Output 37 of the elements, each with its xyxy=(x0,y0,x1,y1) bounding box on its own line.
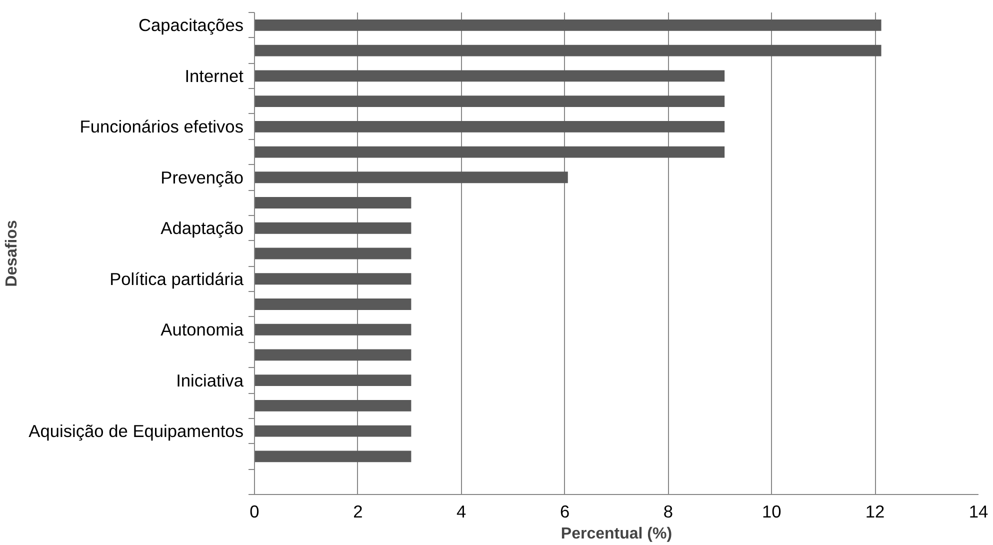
bar xyxy=(254,96,725,107)
x-tick-label: 12 xyxy=(865,502,885,522)
bar xyxy=(254,324,412,336)
x-axis-title: Percentual (%) xyxy=(560,526,672,542)
y-tick-label: Adaptação xyxy=(160,218,244,238)
bar xyxy=(254,146,725,158)
bar xyxy=(254,44,882,56)
y-axis-title: Desafios xyxy=(4,220,21,287)
bar xyxy=(254,248,412,260)
bar xyxy=(254,273,412,285)
x-tick-label: 4 xyxy=(456,502,467,522)
y-tick-label: Funcionários efetivos xyxy=(80,116,244,137)
x-tick-label: 10 xyxy=(762,502,782,522)
y-tick-label: Capacitações xyxy=(138,15,244,36)
x-tick-label: 8 xyxy=(663,502,674,522)
bar xyxy=(254,120,725,132)
bar xyxy=(254,172,568,184)
y-tick-label: Iniciativa xyxy=(176,370,244,390)
y-tick-label: Autonomia xyxy=(160,320,244,340)
y-tick-label: Internet xyxy=(184,66,244,86)
bar xyxy=(254,349,412,361)
bar xyxy=(254,374,412,386)
y-tick-label: Política partidária xyxy=(110,268,244,289)
x-tick-label: 6 xyxy=(560,502,570,522)
x-tick-label: 0 xyxy=(250,502,260,522)
bar xyxy=(254,425,412,437)
y-tick-label: Aquisição de Equipamentos xyxy=(28,421,244,442)
bar xyxy=(254,222,412,234)
bar xyxy=(254,298,412,310)
bar xyxy=(254,70,725,82)
bar xyxy=(254,400,412,412)
bar xyxy=(254,19,882,31)
bar xyxy=(254,450,412,462)
x-tick-label: 2 xyxy=(353,502,363,522)
bar xyxy=(254,197,412,208)
y-tick-label: Prevenção xyxy=(160,167,244,188)
x-tick-label: 14 xyxy=(968,502,988,522)
